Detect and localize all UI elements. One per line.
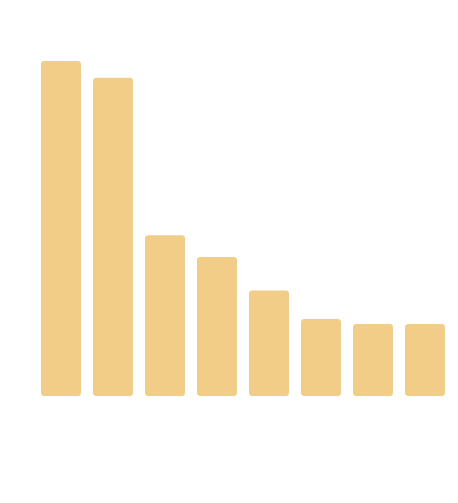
bar-3 — [145, 235, 185, 396]
bars-group — [41, 61, 445, 397]
bar-5 — [249, 290, 289, 397]
bar-7 — [353, 323, 393, 397]
bar-1 — [41, 61, 81, 396]
bar-2 — [93, 77, 133, 396]
bar-4 — [197, 256, 237, 397]
bar-8 — [405, 323, 445, 397]
bar-6 — [301, 318, 341, 396]
